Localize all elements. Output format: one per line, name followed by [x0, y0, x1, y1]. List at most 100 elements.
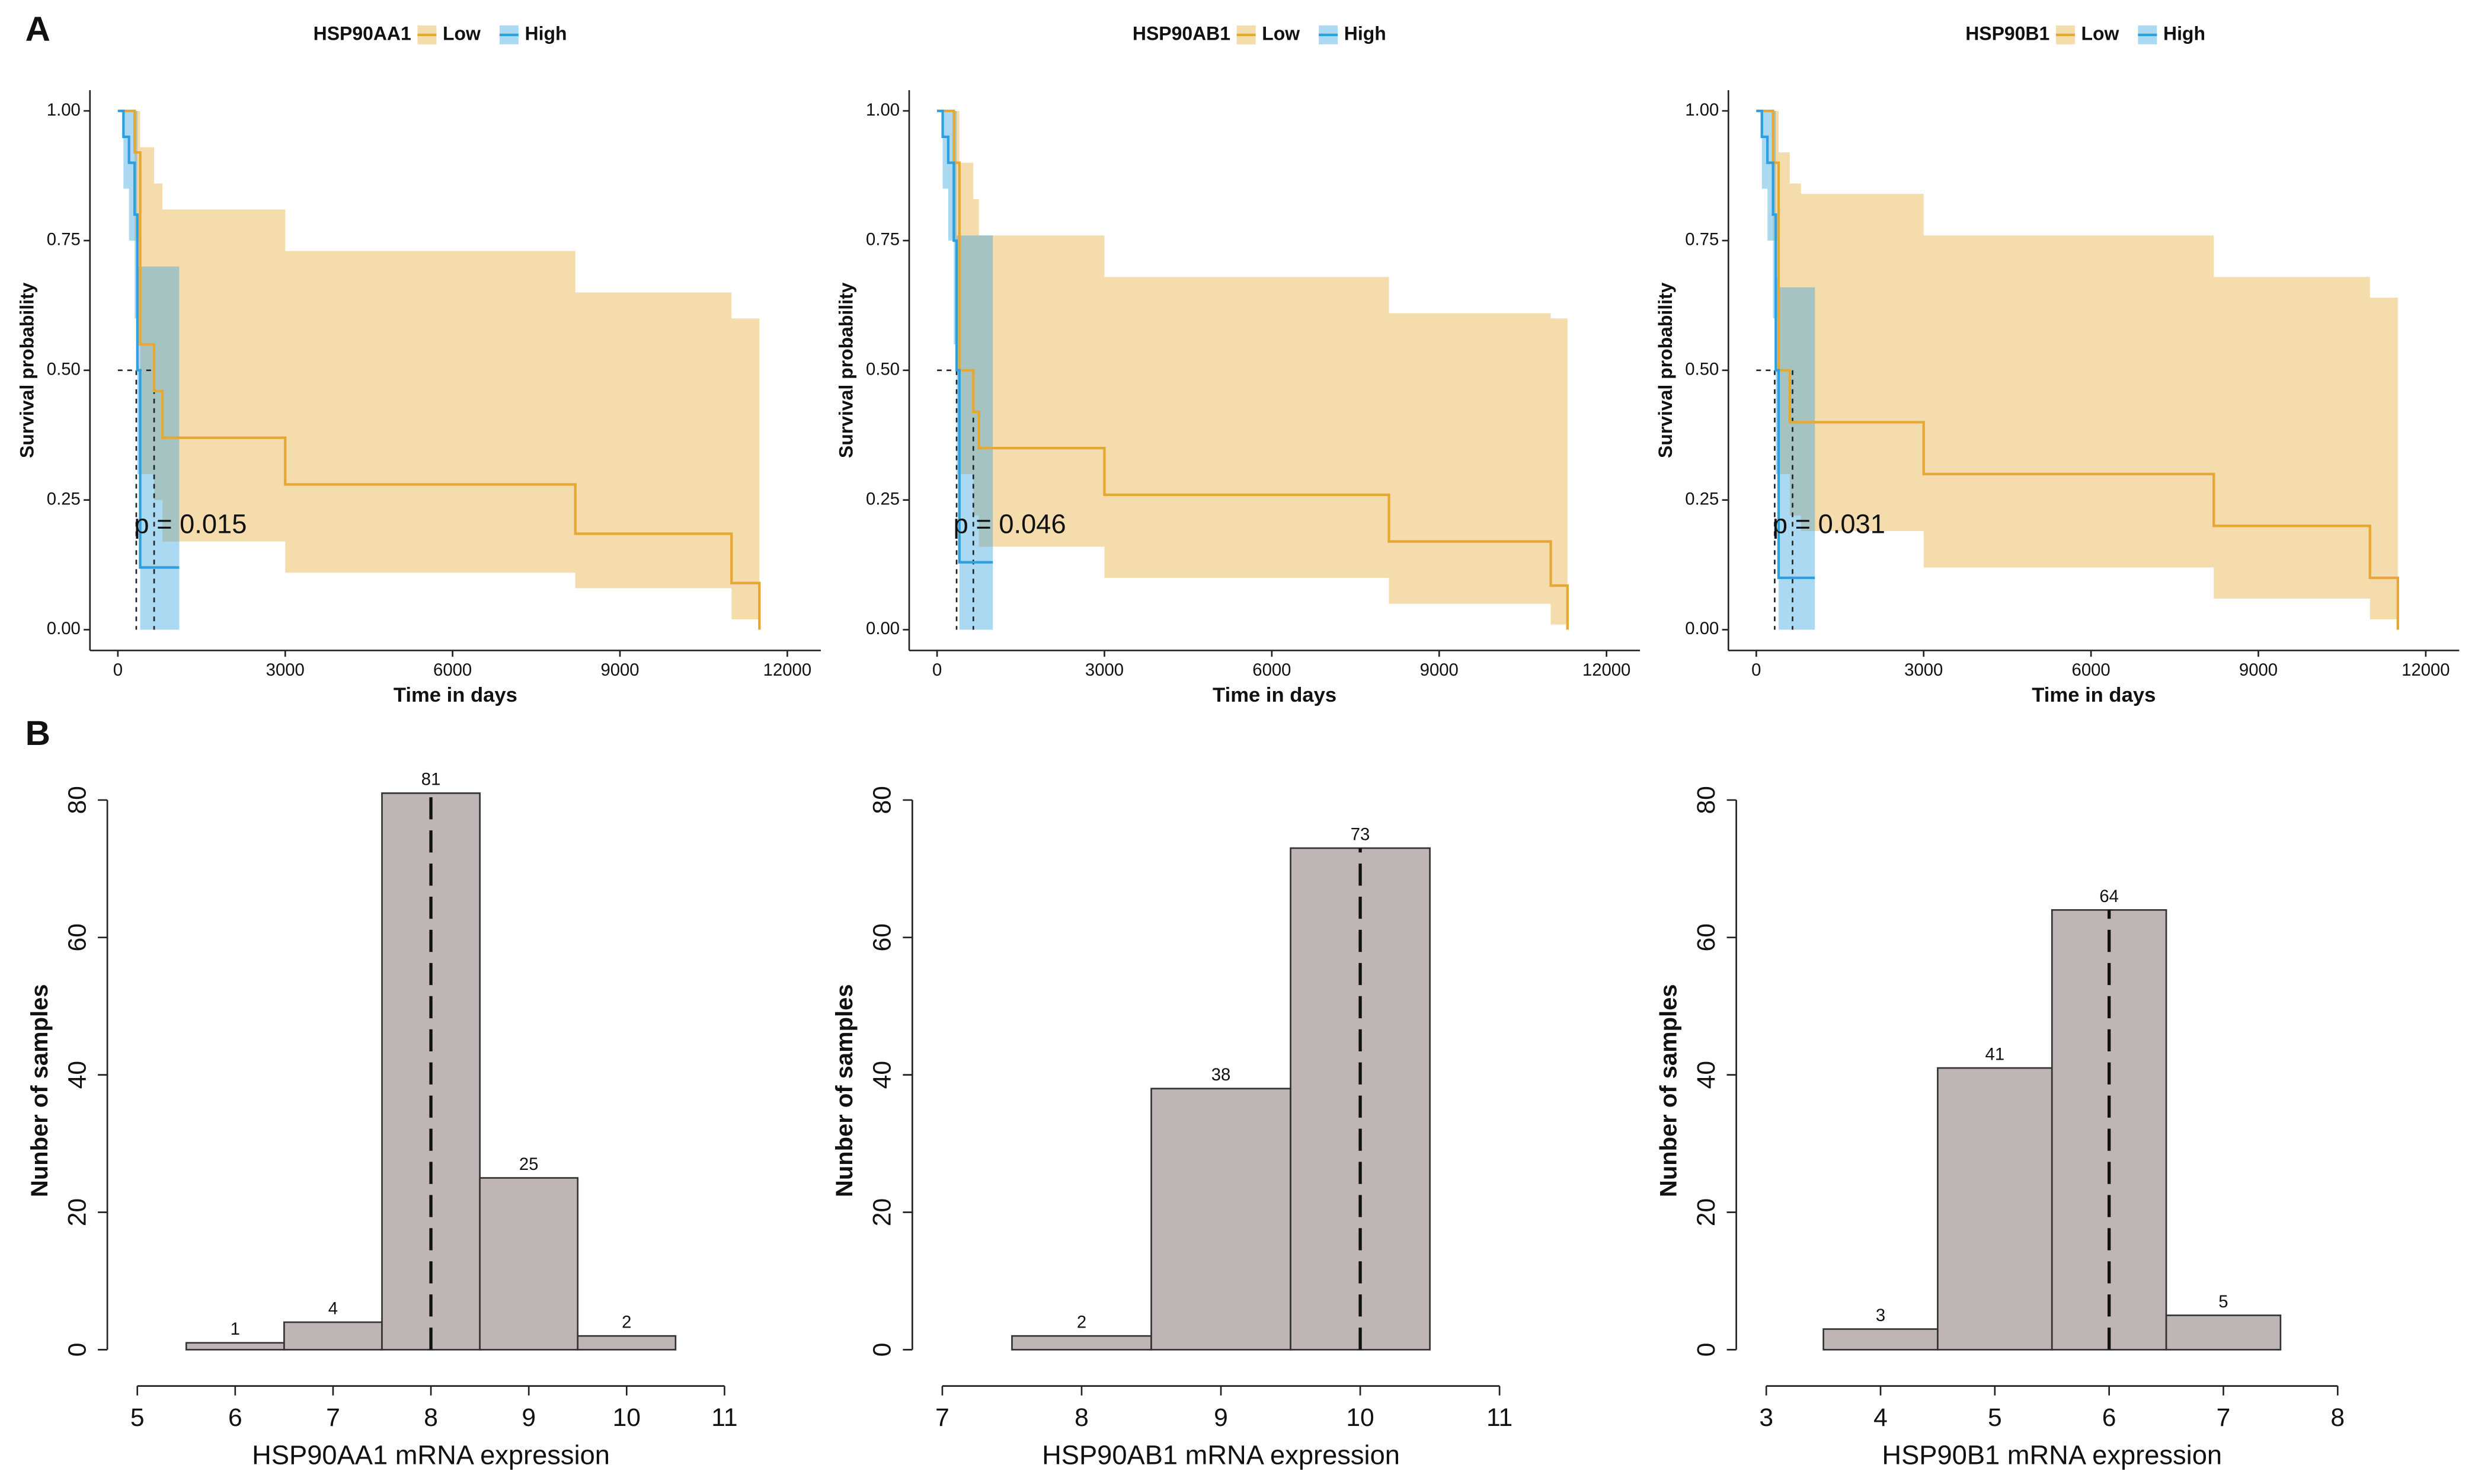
x-tick-label: 0: [932, 660, 942, 680]
panel-letter: B: [25, 714, 50, 753]
p-value: p = 0.046: [954, 508, 1066, 539]
confidence-band: [937, 111, 1568, 630]
survival-line: [1756, 109, 1815, 580]
bar: [185, 1342, 285, 1351]
x-tick-label: 11: [711, 1403, 737, 1432]
x-tick-label: 3000: [1085, 660, 1124, 680]
x-tick-label: 8: [424, 1403, 438, 1432]
y-tick-label: 0.50: [866, 360, 900, 379]
bar: [479, 1177, 579, 1351]
y-tick-label: 0.50: [47, 360, 81, 379]
x-axis-label: Time in days: [2032, 684, 2156, 706]
x-tick-label: 9000: [600, 660, 639, 680]
x-tick-label: 6: [228, 1403, 242, 1432]
survival-line: [117, 109, 180, 569]
bar: [2165, 1315, 2282, 1351]
x-tick-label: 12000: [1582, 660, 1630, 680]
confidence-band: [1756, 111, 2398, 630]
bar: [577, 1335, 677, 1351]
y-tick-label: 0.75: [47, 230, 81, 250]
x-tick-label: 10: [613, 1403, 641, 1432]
survival-line: [937, 109, 993, 564]
x-tick-label: 5: [130, 1403, 145, 1432]
y-tick-label: 20: [868, 1198, 897, 1226]
x-axis-label: HSP90AA1 mRNA expression: [252, 1440, 610, 1470]
bar-label: 41: [1985, 1044, 2005, 1064]
bar: [1937, 1067, 2053, 1351]
y-tick-label: 80: [1692, 786, 1721, 814]
y-axis-label: Survival probability: [836, 282, 857, 458]
survival-line: [1756, 109, 2399, 630]
bar-label: 3: [1876, 1306, 1885, 1325]
legend-label: High: [1344, 23, 1386, 44]
x-tick-label: 6000: [1252, 660, 1291, 680]
y-tick-label: 0.75: [866, 230, 900, 250]
x-tick-label: 12000: [763, 660, 811, 680]
x-tick-label: 8: [2330, 1403, 2345, 1432]
y-axis-label: Nunber of samples: [832, 984, 858, 1198]
y-tick-label: 40: [868, 1061, 897, 1089]
confidence-band: [117, 111, 760, 630]
x-tick-label: 6000: [433, 660, 472, 680]
x-tick-label: 10: [1346, 1403, 1374, 1432]
x-tick-label: 11: [1486, 1403, 1512, 1432]
y-axis-label: Nunber of samples: [1655, 984, 1681, 1198]
y-tick-label: 0.00: [1685, 619, 1719, 638]
bar-label: 2: [1077, 1313, 1086, 1332]
y-tick-label: 0.25: [866, 489, 900, 508]
x-tick-label: 5: [1988, 1403, 2002, 1432]
legend-label: Low: [1262, 23, 1300, 44]
x-tick-label: 3: [1759, 1403, 1773, 1432]
x-tick-label: 7: [2217, 1403, 2231, 1432]
bar-label: 81: [421, 770, 441, 789]
bar-label: 64: [2099, 887, 2119, 906]
y-tick-label: 80: [63, 786, 91, 814]
y-tick-label: 0.25: [47, 489, 81, 508]
legend-label: High: [2163, 23, 2205, 44]
x-tick-label: 3000: [266, 660, 305, 680]
legend-label: Low: [443, 23, 481, 44]
y-tick-label: 1.00: [866, 100, 900, 120]
p-value: p = 0.031: [1773, 508, 1885, 539]
y-tick-label: 0.00: [866, 619, 900, 638]
legend-title: HSP90B1: [1965, 23, 2049, 44]
y-tick-label: 80: [868, 786, 897, 814]
bar: [283, 1321, 383, 1351]
x-tick-label: 7: [935, 1403, 949, 1432]
y-tick-label: 0: [1692, 1343, 1721, 1357]
y-tick-label: 60: [63, 923, 91, 951]
y-tick-label: 20: [1692, 1198, 1721, 1226]
x-axis-label: Time in days: [1213, 684, 1336, 706]
x-tick-label: 8: [1075, 1403, 1089, 1432]
y-axis-label: Survival probability: [1655, 282, 1676, 458]
x-tick-label: 6000: [2072, 660, 2111, 680]
x-tick-label: 3000: [1904, 660, 1943, 680]
x-tick-label: 0: [1751, 660, 1761, 680]
y-tick-label: 1.00: [1685, 100, 1719, 120]
y-tick-label: 20: [63, 1198, 91, 1226]
survival-line: [117, 109, 761, 630]
x-axis-label: HSP90AB1 mRNA expression: [1042, 1440, 1400, 1470]
bar-label: 73: [1351, 824, 1370, 844]
legend-title: HSP90AA1: [314, 23, 411, 44]
x-tick-label: 9000: [1420, 660, 1459, 680]
x-tick-label: 9000: [2239, 660, 2278, 680]
y-tick-label: 0: [868, 1343, 897, 1357]
x-tick-label: 9: [522, 1403, 536, 1432]
bar-label: 4: [328, 1298, 338, 1318]
legend-label: Low: [2081, 23, 2119, 44]
legend-title: HSP90AB1: [1133, 23, 1230, 44]
bar-label: 25: [519, 1154, 539, 1174]
y-tick-label: 60: [1692, 923, 1721, 951]
y-tick-label: 0: [63, 1343, 91, 1357]
y-tick-label: 1.00: [47, 100, 81, 120]
y-axis-label: Nunber of samples: [27, 984, 53, 1198]
x-tick-label: 7: [326, 1403, 340, 1432]
legend-label: High: [525, 23, 567, 44]
x-tick-label: 12000: [2402, 660, 2450, 680]
bar: [1011, 1335, 1152, 1351]
x-tick-label: 0: [113, 660, 123, 680]
y-tick-label: 0.00: [47, 619, 81, 638]
